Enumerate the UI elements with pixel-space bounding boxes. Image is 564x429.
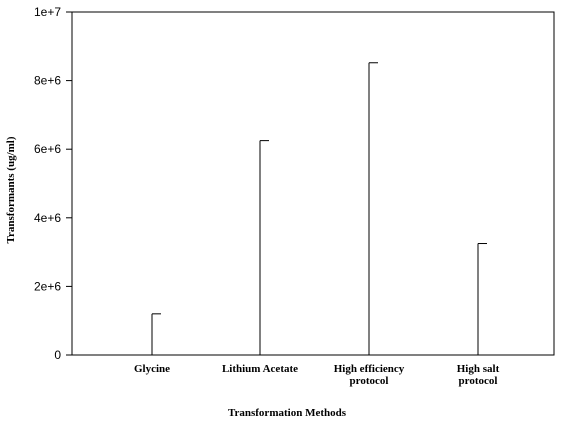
category-label: Lithium Acetate [222, 363, 298, 375]
y-axis-title: Transformants (ug/ml) [5, 136, 17, 243]
category-label-line: protocol [459, 375, 498, 387]
y-axis-ticks: 0 2e+6 4e+6 6e+6 8e+6 1e+7 [34, 5, 72, 362]
category-label: High efficiency protocol [334, 363, 405, 387]
y-tick-label: 8e+6 [34, 74, 61, 88]
plot-frame [71, 11, 555, 356]
y-tick-label: 6e+6 [34, 142, 61, 156]
y-tick-label: 1e+7 [34, 5, 61, 19]
category-label-line: High salt [457, 363, 500, 375]
data-bars [151, 62, 487, 355]
y-tick-label: 4e+6 [34, 211, 61, 225]
category-label-line: High efficiency [334, 363, 405, 375]
y-tick-label: 2e+6 [34, 279, 61, 293]
category-label: Glycine [134, 363, 170, 375]
category-label-line: Lithium Acetate [222, 363, 298, 375]
category-label: High salt protocol [457, 363, 500, 387]
y-tick-label: 0 [54, 348, 61, 362]
category-label-line: protocol [350, 375, 389, 387]
x-axis-title: Transformation Methods [228, 407, 347, 419]
x-axis-labels: Glycine Lithium Acetate High efficiency pro… [134, 363, 500, 387]
category-label-line: Glycine [134, 363, 170, 375]
